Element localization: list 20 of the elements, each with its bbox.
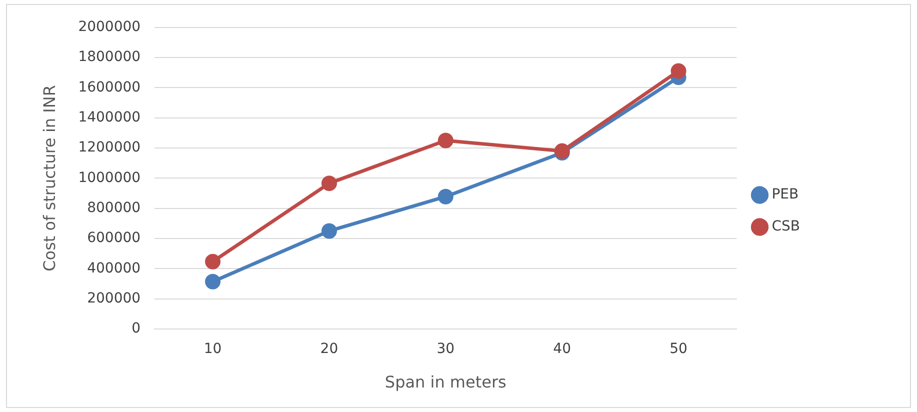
y-tick-label: 800000	[87, 200, 141, 216]
legend-label: PEB	[772, 186, 799, 203]
y-tick-label: 1400000	[78, 110, 141, 126]
y-tick-label: 1000000	[78, 170, 141, 186]
x-tick-label: 30	[436, 341, 455, 358]
x-tick-label: 20	[320, 341, 338, 358]
y-tick-label: 1200000	[78, 140, 141, 156]
y-tick-label: 1800000	[78, 49, 141, 66]
y-axis-title: Cost of structure in INR	[40, 85, 59, 272]
y-tick-label: 200000	[87, 290, 141, 306]
x-tick-label: 10	[204, 341, 222, 358]
y-tick-label: 0	[132, 320, 141, 337]
x-axis-title: Span in meters	[384, 372, 506, 392]
y-tick-label: 400000	[87, 260, 141, 276]
y-tick-label: 600000	[87, 230, 141, 246]
y-tick-label: 2000000	[78, 19, 141, 36]
legend-label: CSB	[772, 218, 800, 235]
y-tick-label: 1600000	[78, 79, 141, 96]
x-tick-label: 40	[553, 341, 571, 358]
x-tick-label: 50	[670, 341, 688, 358]
